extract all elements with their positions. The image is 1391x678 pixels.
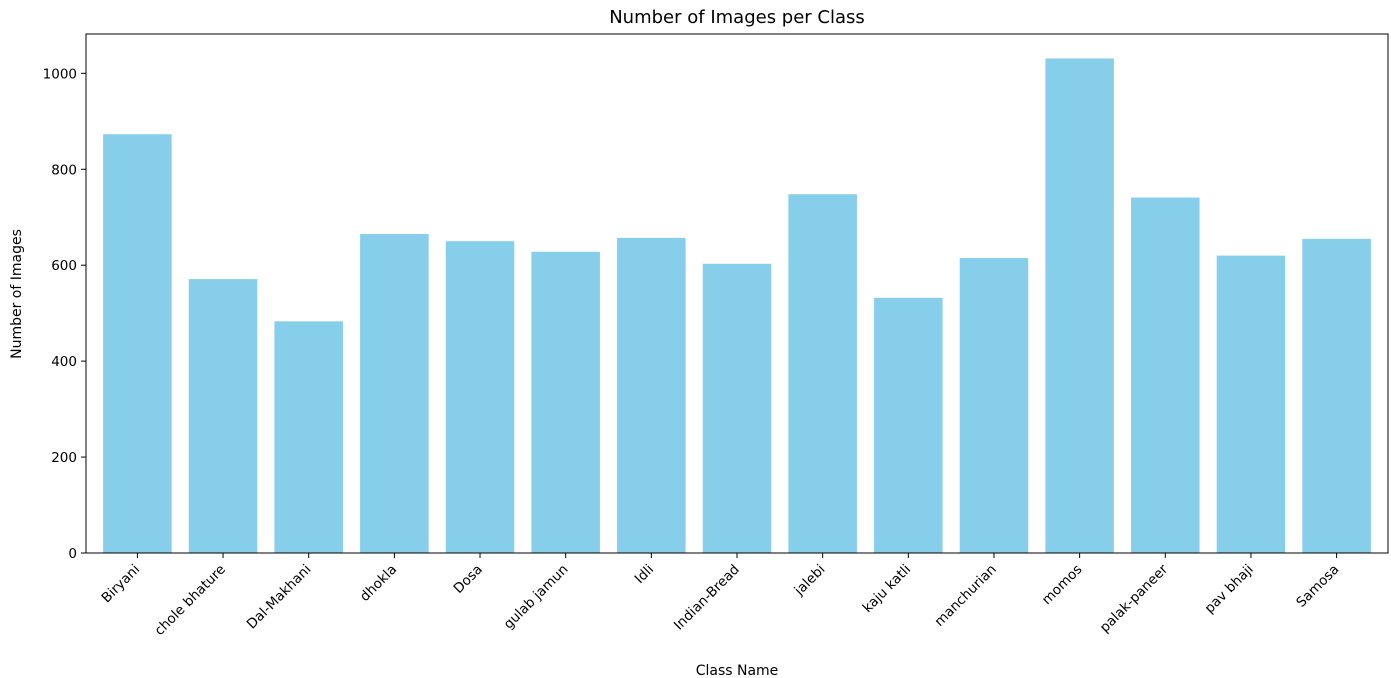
x-tick-label-9: kaju katli <box>860 562 915 617</box>
bar-7 <box>702 263 772 553</box>
x-tick-label-5: gulab jamun <box>501 562 572 633</box>
x-tick-label-13: pav bhaji <box>1202 562 1257 617</box>
y-tick-label-2: 400 <box>51 354 77 370</box>
x-tick-label-12: palak-paneer <box>1097 561 1172 636</box>
chart-title: Number of Images per Class <box>609 7 865 28</box>
x-tick-label-0: Biryani <box>99 562 144 607</box>
bar-9 <box>874 297 943 553</box>
bar-5 <box>531 251 600 553</box>
bar-10 <box>959 258 1029 553</box>
bar-12 <box>1131 197 1200 554</box>
x-tick-label-8: jalebi <box>791 562 829 600</box>
bar-8 <box>788 194 857 554</box>
y-tick-label-0: 0 <box>68 546 77 562</box>
bar-0 <box>103 134 172 553</box>
x-tick-label-1: chole bhature <box>152 562 229 639</box>
x-tick-label-3: dhokla <box>357 562 400 605</box>
x-tick-label-2: Dal-Makhani <box>244 562 315 633</box>
bar-14 <box>1302 238 1371 553</box>
y-axis-label: Number of Images <box>9 229 25 359</box>
x-axis-label: Class Name <box>696 663 779 678</box>
bar-3 <box>360 234 429 554</box>
x-tick-label-14: Samosa <box>1293 562 1342 611</box>
x-tick-label-4: Dosa <box>451 562 486 597</box>
bars-group <box>103 58 1371 554</box>
x-tick-label-11: momos <box>1039 562 1086 609</box>
bar-11 <box>1045 58 1114 553</box>
x-axis: Biryani chole bhature Dal-Makhani dhokla Dos… <box>99 553 1342 639</box>
bar-2 <box>274 321 343 553</box>
bar-4 <box>445 241 515 554</box>
y-axis: 0 200 400 600 800 1000 <box>43 66 86 562</box>
x-tick-label-6: Idli <box>632 562 658 588</box>
x-tick-label-7: Indian-Bread <box>671 562 743 634</box>
y-tick-label-1: 200 <box>51 450 77 466</box>
bar-13 <box>1216 255 1286 554</box>
x-tick-label-10: manchurian <box>931 562 999 630</box>
y-tick-label-3: 600 <box>51 258 77 274</box>
y-tick-label-5: 1000 <box>43 66 77 82</box>
bar-6 <box>617 237 686 554</box>
plot-frame <box>85 33 1389 554</box>
y-tick-label-4: 800 <box>51 162 77 178</box>
bar-1 <box>188 279 258 553</box>
